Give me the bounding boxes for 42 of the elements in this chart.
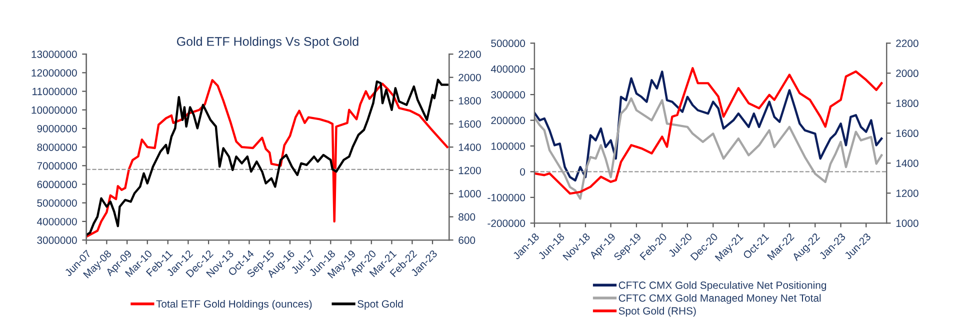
y-tick-label: 8000000: [37, 144, 77, 151]
y-tick-label: 0: [520, 168, 526, 176]
y2-tick-label: 1600: [458, 120, 481, 128]
y-tick-label: 5000000: [37, 199, 77, 207]
y2-tick-label: 2200: [896, 40, 918, 48]
y-tick-label: 500000: [491, 40, 526, 48]
y-tick-label: 12000000: [32, 69, 77, 77]
legend-label: Spot Gold: [358, 300, 403, 310]
y-tick-label: 400000: [490, 65, 526, 73]
y-tick-label: 3000000: [37, 236, 77, 244]
y2-tick-label: 2000: [458, 74, 481, 82]
y-tick-label: 200000: [491, 116, 526, 124]
y2-tick-label: 1800: [458, 97, 481, 104]
y-tick-label: 13000000: [32, 50, 77, 58]
y-tick-label: 11000000: [32, 88, 77, 96]
legend-label: CFTC CMX Gold Speculative Net Positioning: [618, 281, 826, 291]
chart-title: Gold ETF Holdings Vs Spot Gold: [176, 36, 358, 48]
y-tick-label: 7000000: [37, 162, 77, 170]
y-tick-label: 10000000: [32, 106, 77, 114]
legend-label: CFTC CMX Gold Managed Money Net Total: [618, 294, 821, 304]
y-tick-label: 6000000: [37, 180, 77, 188]
y2-tick-label: 1000: [896, 220, 918, 227]
y-tick-label: -200000: [488, 220, 526, 227]
legend-label: Spot Gold (RHS): [618, 306, 696, 317]
y2-tick-label: 600: [458, 236, 476, 244]
y2-tick-label: 1200: [458, 166, 481, 174]
y-tick-label: -100000: [488, 194, 526, 202]
y-tick-label: 100000: [491, 142, 526, 150]
line-series: [534, 97, 883, 200]
y-tick-label: 4000000: [36, 218, 77, 226]
y-tick-label: 300000: [491, 91, 526, 98]
y2-tick-label: 2200: [458, 50, 481, 58]
y2-tick-label: 1400: [896, 160, 918, 167]
y2-tick-label: 1200: [896, 190, 918, 197]
y2-tick-label: 1800: [896, 100, 918, 108]
y-tick-label: 9000000: [37, 124, 77, 132]
y2-tick-label: 1000: [458, 190, 481, 198]
y2-tick-label: 2000: [896, 70, 918, 78]
y2-tick-label: 800: [458, 213, 476, 221]
legend-label: Total ETF Gold Holdings (ounces): [156, 300, 312, 310]
y2-tick-label: 1600: [896, 130, 918, 138]
y2-tick-label: 1400: [458, 144, 481, 151]
